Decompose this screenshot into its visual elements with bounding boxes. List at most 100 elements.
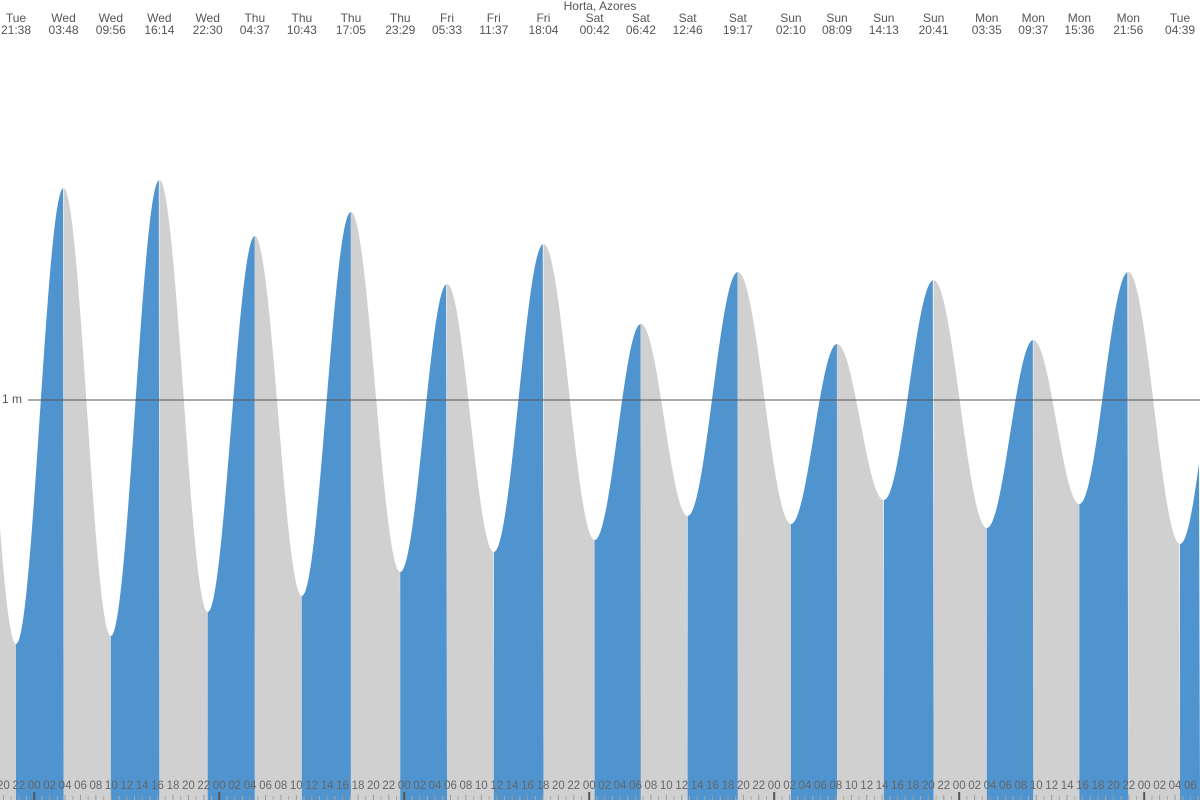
extreme-time: 03:48 [49, 23, 79, 37]
extreme-day: Sat [679, 11, 698, 25]
x-tick-label: 16 [891, 780, 904, 792]
x-tick-label: 02 [1153, 780, 1166, 792]
x-tick-label: 16 [706, 780, 719, 792]
x-tick-label: 12 [490, 780, 503, 792]
x-tick-label: 14 [1061, 780, 1074, 792]
x-tick-label: 10 [660, 780, 673, 792]
x-tick-label: 22 [567, 780, 580, 792]
extreme-day: Sat [632, 11, 651, 25]
extreme-day: Sun [826, 11, 847, 25]
x-tick-label: 00 [768, 780, 781, 792]
tide-area [837, 344, 884, 800]
extreme-time: 00:42 [580, 23, 610, 37]
x-tick-label: 18 [722, 780, 735, 792]
x-tick-label: 04 [799, 780, 812, 792]
x-tick-label: 04 [614, 780, 627, 792]
extreme-day: Mon [1068, 11, 1091, 25]
extreme-day: Sat [729, 11, 748, 25]
x-tick-label: 08 [644, 780, 657, 792]
extreme-time: 03:35 [972, 23, 1002, 37]
extreme-time: 20:41 [919, 23, 949, 37]
x-tick-label: 08 [459, 780, 472, 792]
x-tick-label: 16 [1076, 780, 1089, 792]
tide-area [400, 284, 448, 800]
extreme-day: Sun [780, 11, 801, 25]
x-tick-label: 06 [1184, 780, 1197, 792]
x-tick-label: 20 [922, 780, 935, 792]
extreme-time: 12:46 [673, 23, 703, 37]
extreme-day: Fri [536, 11, 550, 25]
x-tick-label: 04 [1169, 780, 1182, 792]
extreme-time: 02:10 [776, 23, 806, 37]
extreme-day: Mon [975, 11, 998, 25]
extreme-day: Sat [586, 11, 605, 25]
x-tick-label: 12 [1045, 780, 1058, 792]
x-tick-label: 22 [937, 780, 950, 792]
x-tick-label: 00 [28, 780, 41, 792]
tide-area [350, 212, 401, 800]
extreme-time: 05:33 [432, 23, 462, 37]
extreme-time: 16:14 [144, 23, 174, 37]
x-tick-label: 02 [598, 780, 611, 792]
extreme-time: 06:42 [626, 23, 656, 37]
tide-area [737, 272, 791, 800]
x-tick-label: 06 [259, 780, 272, 792]
x-tick-label: 14 [691, 780, 704, 792]
extreme-day: Fri [487, 11, 501, 25]
extreme-day: Sun [873, 11, 894, 25]
extreme-time: 04:39 [1165, 23, 1195, 37]
extreme-day: Fri [440, 11, 454, 25]
x-tick-label: 08 [1014, 780, 1027, 792]
x-tick-label: 22 [752, 780, 765, 792]
extreme-day: Thu [244, 11, 265, 25]
x-tick-label: 16 [151, 780, 164, 792]
x-tick-label: 20 [552, 780, 565, 792]
x-tick-label: 18 [167, 780, 180, 792]
extreme-day: Tue [1170, 11, 1191, 25]
extreme-time: 09:56 [96, 23, 126, 37]
x-tick-label: 22 [382, 780, 395, 792]
tide-area [933, 280, 987, 800]
extreme-time: 04:37 [240, 23, 270, 37]
x-tick-label: 22 [197, 780, 210, 792]
tide-area [1079, 272, 1129, 800]
tide-area [543, 244, 595, 800]
x-tick-label: 00 [398, 780, 411, 792]
extreme-time: 09:37 [1018, 23, 1048, 37]
x-tick-label: 06 [74, 780, 87, 792]
tide-area [790, 344, 838, 800]
x-tick-label: 12 [305, 780, 318, 792]
tide-area [254, 236, 302, 800]
extreme-time: 11:37 [479, 23, 508, 37]
tide-area [447, 284, 494, 800]
x-tick-label: 06 [629, 780, 642, 792]
x-tick-label: 16 [336, 780, 349, 792]
tide-area [1180, 463, 1200, 800]
extreme-time: 17:05 [336, 23, 366, 37]
x-tick-label: 08 [274, 780, 287, 792]
x-tick-label: 20 [737, 780, 750, 792]
tide-area [159, 180, 208, 800]
tide-area [301, 212, 351, 800]
x-tick-label: 22 [12, 780, 25, 792]
tide-area [640, 324, 688, 800]
tide-area [1128, 272, 1181, 800]
x-tick-label: 10 [1030, 780, 1043, 792]
extreme-time: 21:38 [1, 23, 31, 37]
x-tick-label: 00 [583, 780, 596, 792]
x-tick-label: 18 [537, 780, 550, 792]
x-tick-label: 18 [1092, 780, 1105, 792]
x-tick-label: 14 [506, 780, 519, 792]
tide-area [16, 188, 64, 800]
tide-area [0, 528, 16, 800]
tide-area [207, 236, 255, 800]
y-tick-label: 1 m [2, 392, 22, 406]
extreme-day: Tue [6, 11, 27, 25]
x-tick-label: 10 [845, 780, 858, 792]
x-tick-label: 10 [105, 780, 118, 792]
x-tick-label: 22 [1122, 780, 1135, 792]
extreme-day: Wed [99, 11, 123, 25]
x-tick-label: 00 [953, 780, 966, 792]
